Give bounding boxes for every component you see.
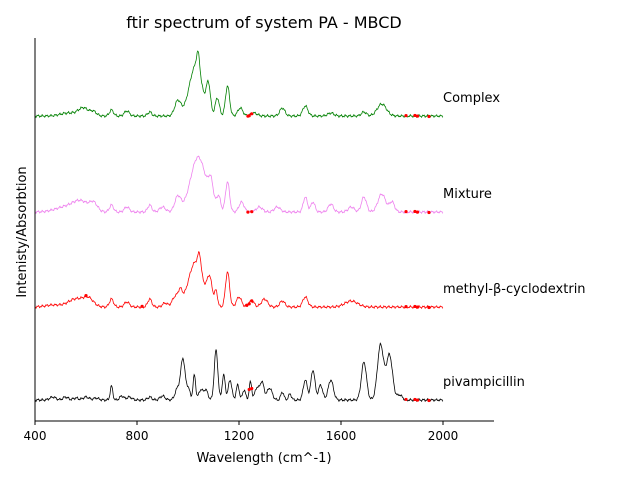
peak-marker [84,293,88,298]
x-tick-label: 2000 [428,429,459,443]
peak-marker [250,299,254,303]
x-tick-label: 800 [126,429,149,443]
peak-marker [245,303,249,307]
peak-marker [427,114,431,119]
peak-marker [404,305,408,309]
peak-marker [427,210,431,215]
x-axis-label: Wavelength (cm^-1) [196,451,331,466]
peak-marker [427,305,431,310]
series-line-0 [34,342,444,403]
series-label-2: Mixture [443,187,492,202]
peak-marker [250,386,254,391]
peak-marker [415,398,420,402]
series-label-3: Complex [443,91,500,106]
series-label-0: pivampicillin [443,375,525,390]
peak-marker [404,114,408,118]
x-tick-label: 400 [24,429,47,443]
peak-marker [413,304,417,309]
peak-marker [250,210,254,214]
x-ticks: 400 800 1200 1600 2000 [24,421,459,443]
plot-area: pivampicillin methyl-β-cyclodextrin Mixtur… [34,50,586,403]
x-tick-label: 1200 [224,429,255,443]
peak-marker [415,114,420,118]
series-label-1: methyl-β-cyclodextrin [443,282,586,297]
peak-marker [415,210,420,214]
series-line-1 [34,250,444,310]
series-line-3 [34,50,444,119]
peak-marker [413,209,417,214]
x-tick-label: 1600 [326,429,357,443]
peak-marker [140,304,144,308]
peak-marker [250,112,254,116]
peak-marker [246,210,250,214]
chart-title: ftir spectrum of system PA - MBCD [126,13,401,32]
series-line-2 [34,155,444,215]
peak-marker [404,397,408,402]
peak-marker [413,113,417,118]
y-axis-label: Intenisty/Absorbtion [15,166,30,297]
peak-marker [404,210,408,214]
peak-marker [247,302,251,306]
peak-marker [415,305,420,309]
peak-marker [413,397,417,402]
peak-marker [247,387,251,392]
peak-marker [247,114,251,118]
peak-marker [427,398,431,403]
